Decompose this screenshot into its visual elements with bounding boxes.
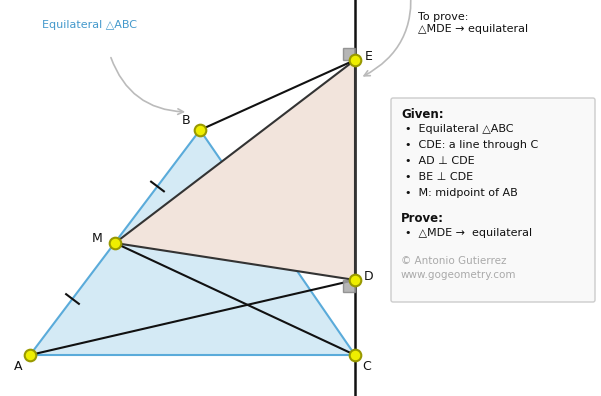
Text: D: D: [364, 270, 374, 282]
Text: Given:: Given:: [401, 108, 444, 121]
FancyBboxPatch shape: [391, 98, 595, 302]
Point: [350, 277, 360, 283]
Text: © Antonio Gutierrez: © Antonio Gutierrez: [401, 256, 507, 266]
Polygon shape: [343, 280, 355, 292]
Text: Equilateral △ABC: Equilateral △ABC: [42, 20, 137, 30]
Polygon shape: [30, 130, 355, 355]
Text: E: E: [365, 50, 373, 63]
Text: B: B: [182, 114, 191, 126]
Text: •  BE ⊥ CDE: • BE ⊥ CDE: [405, 172, 473, 182]
Text: A: A: [14, 360, 22, 373]
Point: [350, 57, 360, 63]
Point: [195, 127, 205, 133]
Text: C: C: [362, 360, 371, 373]
Point: [350, 352, 360, 358]
Point: [25, 352, 35, 358]
Polygon shape: [343, 48, 355, 60]
Polygon shape: [115, 60, 355, 280]
Point: [110, 240, 120, 246]
Text: M: M: [91, 232, 102, 246]
Text: •  Equilateral △ABC: • Equilateral △ABC: [405, 124, 513, 134]
Text: www.gogeometry.com: www.gogeometry.com: [401, 270, 516, 280]
Text: •  M: midpoint of AB: • M: midpoint of AB: [405, 188, 517, 198]
Text: •  △MDE →  equilateral: • △MDE → equilateral: [405, 228, 532, 238]
Text: •  AD ⊥ CDE: • AD ⊥ CDE: [405, 156, 475, 166]
Text: To prove:
△MDE → equilateral: To prove: △MDE → equilateral: [418, 12, 528, 34]
Text: Prove:: Prove:: [401, 212, 444, 225]
Text: •  CDE: a line through C: • CDE: a line through C: [405, 140, 538, 150]
